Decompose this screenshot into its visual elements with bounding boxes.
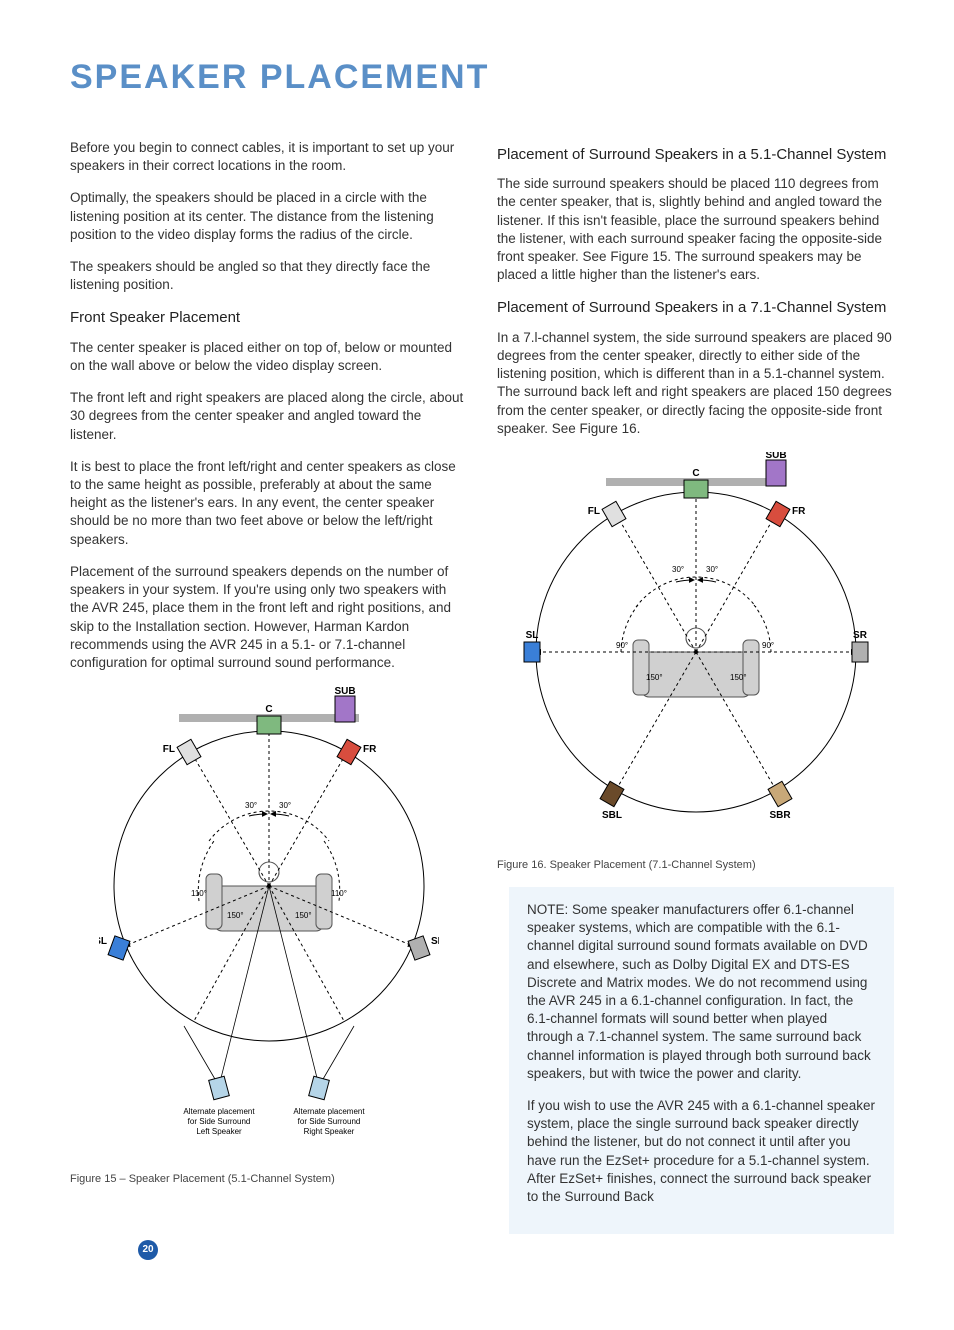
intro-p2: Optimally, the speakers should be placed… [70,189,467,244]
svg-text:30°: 30° [672,565,684,574]
h51: Placement of Surround Speakers in a 5.1-… [497,145,894,165]
speaker-sr: SR [852,630,868,662]
intro-p3: The speakers should be angled so that th… [70,258,467,294]
p51: The side surround speakers should be pla… [497,175,894,284]
figure-16: C SUB FL FR SL [497,452,894,852]
svg-text:SL: SL [525,630,538,641]
speaker-fr: FR [766,501,806,526]
svg-text:C: C [265,704,272,715]
svg-text:SBL: SBL [602,810,622,821]
speaker-sbr: SBR [768,781,792,821]
svg-text:FL: FL [587,506,599,517]
page-number-badge: 20 [138,1240,158,1260]
front-heading: Front Speaker Placement [70,308,467,328]
svg-text:150°: 150° [227,911,244,920]
svg-text:Right Speaker: Right Speaker [303,1127,354,1136]
fig16-caption: Figure 16. Speaker Placement (7.1-Channe… [497,858,894,873]
note-box: NOTE: Some speaker manufacturers offer 6… [509,887,894,1235]
h71: Placement of Surround Speakers in a 7.1-… [497,298,894,318]
svg-text:SBR: SBR [769,810,791,821]
speaker-sub: SUB [765,452,786,486]
alt-sr [308,1076,329,1099]
content-columns: Before you begin to connect cables, it i… [70,139,894,1234]
note-p1: NOTE: Some speaker manufacturers offer 6… [527,901,876,1083]
front-p1: The center speaker is placed either on t… [70,339,467,375]
svg-text:FR: FR [792,506,806,517]
svg-text:30°: 30° [706,565,718,574]
svg-text:SR: SR [853,630,868,641]
svg-text:30°: 30° [279,801,291,810]
svg-text:SR: SR [431,936,439,947]
svg-text:Alternate placement: Alternate placement [293,1107,365,1116]
p71: In a 7.l-channel system, the side surrou… [497,329,894,438]
svg-text:FL: FL [162,744,174,755]
front-p2: The front left and right speakers are pl… [70,389,467,444]
speaker-fr: FR [337,740,377,765]
svg-text:150°: 150° [646,673,663,682]
svg-text:30°: 30° [245,801,257,810]
svg-text:Left Speaker: Left Speaker [196,1127,242,1136]
speaker-fl: FL [587,501,625,526]
front-p4: Placement of the surround speakers depen… [70,563,467,672]
speaker-sub: SUB [334,686,355,722]
intro-p1: Before you begin to connect cables, it i… [70,139,467,175]
left-column: Before you begin to connect cables, it i… [70,139,467,1234]
svg-text:FR: FR [363,744,377,755]
page-title: SPEAKER PLACEMENT [70,55,894,101]
speaker-fl: FL [162,740,200,765]
svg-text:for Side Surround: for Side Surround [297,1117,360,1126]
svg-text:150°: 150° [730,673,747,682]
svg-text:110°: 110° [331,889,347,898]
note-label: NOTE [527,902,565,917]
svg-text:SUB: SUB [334,686,355,697]
note-text-1: : Some speaker manufacturers offer 6.1-c… [527,902,871,1081]
fig15-caption: Figure 15 – Speaker Placement (5.1-Chann… [70,1172,467,1187]
speaker-c: C [684,468,708,498]
speaker-sr: SR [408,936,439,960]
svg-text:150°: 150° [295,911,312,920]
svg-text:110°: 110° [191,889,207,898]
figure-15: C SUB FL FR SL [70,686,467,1166]
fig15-svg: C SUB FL FR SL [99,686,439,1166]
svg-text:for Side Surround: for Side Surround [187,1117,250,1126]
alt-sl [208,1076,229,1099]
svg-text:90°: 90° [762,641,774,650]
front-p3: It is best to place the front left/right… [70,458,467,549]
note-p2: If you wish to use the AVR 245 with a 6.… [527,1097,876,1206]
speaker-sl: SL [99,936,130,960]
svg-text:C: C [692,468,699,479]
svg-text:90°: 90° [616,641,628,650]
svg-text:SL: SL [99,936,107,947]
svg-text:Alternate placement: Alternate placement [183,1107,255,1116]
fig16-svg: C SUB FL FR SL [516,452,876,852]
speaker-sbl: SBL [600,781,624,821]
right-column: Placement of Surround Speakers in a 5.1-… [497,139,894,1234]
speaker-sl: SL [524,630,540,662]
svg-text:SUB: SUB [765,452,786,461]
speaker-c: C [257,704,281,734]
